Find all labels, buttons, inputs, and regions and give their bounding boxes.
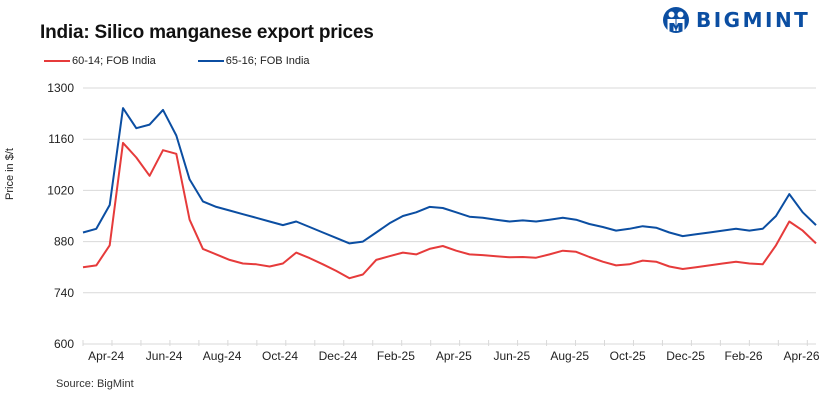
bigmint-logo: BIGMINT (662, 6, 810, 34)
legend-item-60-14[interactable]: 60-14; FOB India (44, 55, 156, 67)
source-note: Source: BigMint (56, 378, 134, 390)
x-tick-label: Apr-26 (783, 349, 819, 363)
x-tick-label: Oct-24 (262, 349, 298, 363)
x-tick-label: Aug-25 (550, 349, 589, 363)
x-tick-label: Dec-24 (319, 349, 358, 363)
legend-label: 65-16; FOB India (225, 55, 310, 67)
y-tick-label: 740 (54, 286, 74, 300)
legend-swatch-blue (197, 60, 224, 62)
legend-item-65-16[interactable]: 65-16; FOB India (197, 55, 310, 67)
gridlines (83, 87, 816, 345)
chart-legend: 60-14; FOB India 65-16; FOB India (44, 55, 352, 67)
x-tick-label: Apr-24 (88, 349, 124, 363)
bigmint-logo-icon (663, 7, 689, 33)
x-tick-label: Aug-24 (203, 349, 242, 363)
y-tick-label: 1300 (47, 81, 74, 95)
logo-text: BIGMINT (696, 8, 811, 32)
series-lines (82, 107, 817, 280)
y-tick-label: 1020 (47, 183, 74, 197)
y-tick-label: 880 (54, 235, 74, 249)
x-tick-label: Feb-26 (725, 349, 763, 363)
legend-swatch-red (44, 60, 70, 62)
chart-title: India: Silico manganese export prices (40, 22, 374, 43)
series-line (82, 141, 817, 280)
x-tick-label: Oct-25 (610, 349, 646, 363)
y-axis-ticks: 600 740 880 1020 1160 1300 (47, 81, 74, 351)
y-tick-label: 600 (54, 337, 74, 351)
x-tick-label: Jun-25 (493, 349, 530, 363)
x-tick-label: Jun-24 (146, 349, 183, 363)
series-line (82, 107, 817, 245)
x-tick-label: Feb-25 (377, 349, 415, 363)
y-tick-label: 1160 (48, 132, 74, 146)
x-tick-label: Apr-25 (436, 349, 472, 363)
legend-label: 60-14; FOB India (72, 55, 156, 67)
x-tick-label: Dec-25 (666, 349, 705, 363)
x-axis: Apr-24 Jun-24 Aug-24 Oct-24 Dec-24 Feb-25 Apr-… (82, 340, 820, 363)
